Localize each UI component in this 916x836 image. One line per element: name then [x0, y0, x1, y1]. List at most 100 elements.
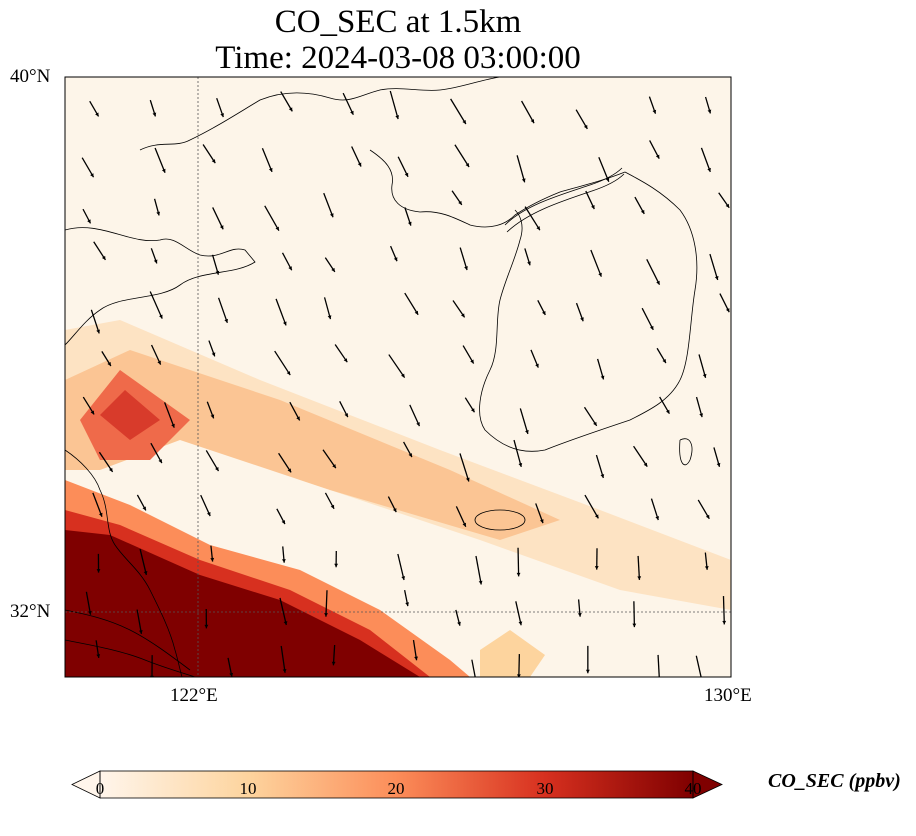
wind-arrowhead	[464, 266, 468, 271]
wind-arrow	[695, 655, 702, 677]
wind-arrowhead	[156, 211, 161, 216]
wind-arrowhead	[287, 468, 292, 473]
lat-label-32n: 32°N	[10, 601, 51, 622]
wind-arrowhead	[666, 409, 670, 414]
wind-arrowhead	[204, 624, 209, 629]
wind-arrowhead	[525, 429, 529, 434]
wind-arrow	[700, 147, 711, 173]
wind-arrowhead	[393, 257, 398, 262]
wind-arrowhead	[286, 371, 291, 376]
colorbar	[71, 770, 723, 799]
wind-arrowhead	[152, 112, 157, 117]
wind-arrow	[646, 259, 661, 286]
wind-arrowhead	[324, 613, 328, 617]
wind-arrowhead	[478, 580, 483, 585]
wind-arrowhead	[275, 226, 279, 231]
wind-arrowhead	[699, 413, 703, 418]
wind-arrowhead	[594, 514, 599, 519]
map-frame	[64, 76, 732, 678]
wind-arrow	[409, 404, 421, 427]
wind-arrowhead	[401, 373, 405, 378]
wind-arrowhead	[705, 514, 710, 519]
wind-arrowhead	[96, 329, 100, 334]
wind-arrowhead	[211, 352, 216, 357]
colorbar-label: CO_SEC (ppbv)	[768, 770, 901, 792]
wind-arrowhead	[268, 167, 273, 172]
wind-arrowhead	[150, 675, 154, 677]
wind-arrowhead	[210, 414, 215, 419]
wind-arrowhead	[344, 413, 348, 418]
wind-arrowhead	[414, 656, 418, 661]
wind-arrowhead	[392, 508, 397, 513]
wind-arrowhead	[219, 225, 224, 230]
wind-arrow	[280, 91, 293, 112]
wind-arrowhead	[143, 571, 148, 575]
wind-arrow	[521, 100, 535, 124]
wind-arrowhead	[229, 672, 234, 677]
wind-arrowhead	[539, 519, 544, 524]
wind-arrowhead	[90, 410, 95, 415]
wind-arrowhead	[585, 669, 590, 674]
wind-arrow	[590, 249, 602, 277]
wind-arrowhead	[414, 310, 419, 315]
wind-arrowhead	[580, 317, 584, 322]
wind-arrowhead	[542, 310, 546, 315]
wind-arrow	[513, 439, 522, 468]
wind-arrow	[596, 358, 605, 380]
wind-arrow	[475, 555, 482, 585]
wind-arrow	[471, 659, 476, 677]
wind-arrowhead	[343, 358, 348, 363]
colorbar-tick-30: 30	[536, 779, 554, 798]
wind-arrowhead	[357, 162, 362, 167]
wind-arrowhead	[334, 563, 339, 568]
wind-arrowhead	[662, 359, 666, 364]
wind-arrow	[98, 451, 114, 473]
wind-arrowhead	[591, 205, 595, 210]
wind-arrowhead	[210, 557, 215, 562]
wind-arrowhead	[90, 173, 94, 178]
wind-arrow	[274, 350, 291, 376]
wind-arrowhead	[327, 315, 332, 320]
wind-arrowhead	[158, 459, 162, 464]
wind-arrowhead	[707, 167, 711, 172]
wind-arrowhead	[518, 621, 523, 626]
colorbar-tick-0: 0	[95, 779, 105, 798]
wind-arrowhead	[332, 464, 336, 469]
wind-arrowhead	[96, 569, 101, 573]
wind-arrowhead	[458, 200, 462, 205]
wind-arrowhead	[462, 522, 467, 527]
wind-arrowhead	[527, 261, 531, 266]
wind-arrowhead	[637, 576, 642, 580]
wind-arrow	[722, 596, 725, 625]
wind-arrowhead	[656, 280, 660, 285]
wind-arrowhead	[516, 674, 521, 677]
wind-arrowhead	[704, 566, 709, 570]
wind-arrow	[450, 98, 467, 125]
wind-arrowhead	[521, 178, 526, 183]
wind-arrow	[200, 494, 211, 517]
wind-arrowhead	[474, 682, 478, 686]
wind-arrowhead	[583, 124, 588, 129]
wind-arrowhead	[722, 620, 727, 625]
wind-arrow	[90, 309, 100, 334]
wind-arrow	[584, 494, 599, 519]
wind-arrowhead	[88, 610, 92, 615]
wind-arrow	[389, 90, 399, 120]
plume-core	[65, 350, 560, 540]
wind-arrowhead	[215, 467, 219, 472]
wind-arrow	[698, 354, 707, 378]
wind-arrow	[93, 241, 106, 261]
wind-arrowhead	[716, 462, 721, 467]
wind-arrowhead	[142, 506, 146, 511]
wind-arrow	[275, 298, 287, 326]
wind-arrow	[388, 354, 406, 378]
wind-arrow	[280, 645, 286, 673]
map-time: Time: 2024-03-08 03:00:00	[215, 40, 581, 76]
wind-arrow	[404, 292, 419, 316]
wind-arrow	[322, 449, 337, 469]
colorbar-tick-10: 10	[239, 779, 257, 798]
plume-patch-east	[480, 630, 545, 677]
wind-arrow	[633, 445, 648, 468]
wind-arrowhead	[215, 270, 220, 275]
